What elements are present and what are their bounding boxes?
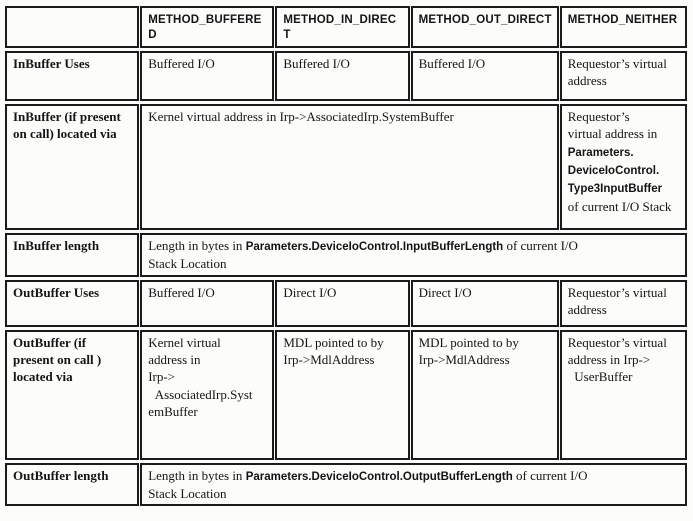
col-header-empty [5,6,140,48]
cell-outbuffer-uses-in-direct: Direct I/O [275,279,410,327]
cell-outbuffer-uses-buffered: Buffered I/O [140,279,275,327]
text-run: Requestor’s virtual address in [567,108,658,142]
col-header-method-neither: METHOD_NEITHER [559,6,687,48]
text-run: of current I/O Stack Location [148,237,578,272]
text-run: Length in bytes in [148,237,246,253]
cell-inbuffer-located-span: Kernel virtual address in Irp->Associate… [140,103,559,230]
cell-outbuffer-located-in-direct: MDL pointed to by Irp->MdlAddress [275,329,410,460]
cell-outbuffer-located-neither: Requestor’s virtual address in Irp-> Use… [559,329,687,460]
table-row-outbuffer-uses: OutBuffer Uses Buffered I/O Direct I/O D… [5,279,687,327]
cell-outbuffer-uses-out-direct: Direct I/O [410,279,559,327]
cell-outbuffer-located-buffered: Kernel virtual address in Irp-> Associat… [140,329,275,460]
text-run: of current I/O Stack [567,198,672,214]
table-row-inbuffer-length: InBuffer length Length in bytes in Param… [5,232,687,277]
cell-inbuffer-uses-in-direct: Buffered I/O [275,50,410,101]
col-header-method-out-direct: METHOD_OUT_DIRECT [410,6,559,48]
cell-outbuffer-length-span: Length in bytes in Parameters.DeviceIoCo… [140,462,687,507]
table-row-outbuffer-located: OutBuffer (if present on call ) located … [5,329,687,460]
row-label-outbuffer-located: OutBuffer (if present on call ) located … [5,329,140,460]
col-header-method-buffered: METHOD_BUFFERED [140,6,275,48]
table-row-inbuffer-uses: InBuffer Uses Buffered I/O Buffered I/O … [5,50,687,101]
table-row-outbuffer-length: OutBuffer length Length in bytes in Para… [5,462,687,507]
parameter-name: Parameters.DeviceIoControl.OutputBufferL… [245,470,513,483]
table-row-inbuffer-located: InBuffer (if present on call) located vi… [5,103,687,230]
row-label-outbuffer-uses: OutBuffer Uses [5,279,140,327]
parameter-name: Parameters. DeviceIoControl. Type3InputB… [567,146,663,196]
cell-inbuffer-uses-neither: Requestor’s virtual address [559,50,687,101]
table-header-row: METHOD_BUFFERED METHOD_IN_DIRECT METHOD_… [5,6,687,48]
row-label-inbuffer-uses: InBuffer Uses [5,50,140,101]
ioctl-buffer-method-table: METHOD_BUFFERED METHOD_IN_DIRECT METHOD_… [4,3,688,509]
cell-inbuffer-located-neither: Requestor’s virtual address in Parameter… [559,103,687,230]
col-header-method-in-direct: METHOD_IN_DIRECT [275,6,410,48]
row-label-inbuffer-length: InBuffer length [5,232,140,277]
cell-inbuffer-uses-buffered: Buffered I/O [140,50,275,101]
row-label-outbuffer-length: OutBuffer length [5,462,140,507]
cell-outbuffer-uses-neither: Requestor’s virtual address [559,279,687,327]
text-run: of current I/O Stack Location [148,467,588,502]
cell-inbuffer-length-span: Length in bytes in Parameters.DeviceIoCo… [140,232,687,277]
cell-inbuffer-uses-out-direct: Buffered I/O [410,50,559,101]
parameter-name: Parameters.DeviceIoControl.InputBufferLe… [245,240,504,253]
row-label-inbuffer-located: InBuffer (if present on call) located vi… [5,103,140,230]
text-run: Length in bytes in [148,467,246,483]
cell-outbuffer-located-out-direct: MDL pointed to by Irp->MdlAddress [410,329,559,460]
